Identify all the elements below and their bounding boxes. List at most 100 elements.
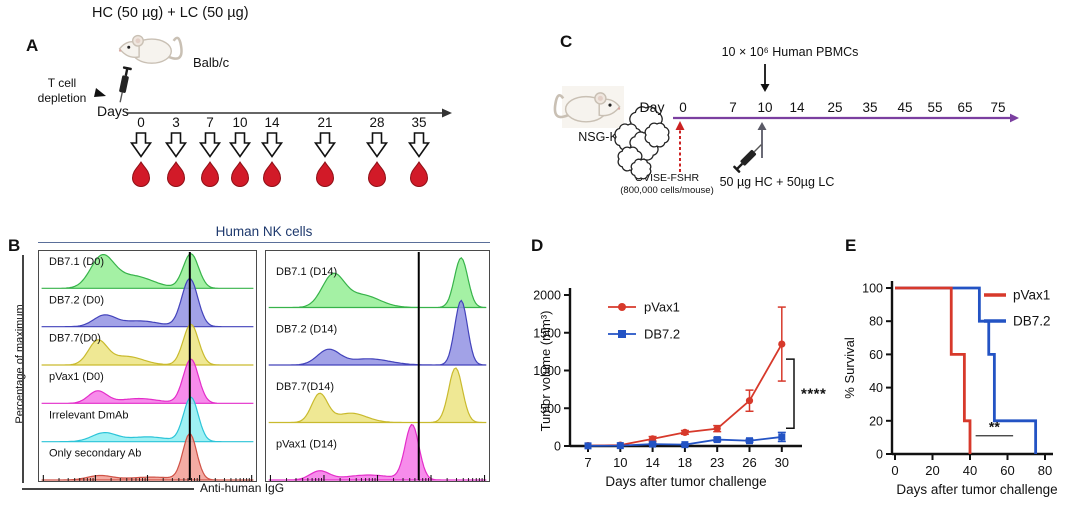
mouse-icon — [553, 92, 621, 123]
day-tick-label: 14 — [789, 100, 805, 115]
flow-histograms-day14: DB7.1 (D14) DB7.2 (D14) DB7.7(D14) pVax1 (D… — [265, 250, 490, 482]
histogram-row-label: DB7.1 (D14) — [276, 266, 337, 278]
y-axis-title: % Survival — [842, 337, 857, 399]
survival-chart: 0 20 40 60 80 100 0 20 40 60 80 Days after tumor ch… — [842, 281, 1058, 497]
panel-b-yaxis-line — [22, 255, 24, 483]
bleed-arrow-icon — [198, 132, 222, 158]
blood-drop-icon — [230, 161, 250, 187]
legend-label: pVax1 — [644, 300, 680, 315]
legend-label: pVax1 — [1013, 288, 1050, 303]
day-tick-label: 45 — [897, 100, 912, 115]
panel-b-label: B — [8, 236, 21, 255]
day-tick-label: 7 — [729, 100, 737, 115]
x-tick-label: 80 — [1038, 463, 1052, 478]
significance-stars: ** — [989, 419, 1000, 435]
histogram-curve — [268, 423, 487, 481]
histogram-row-label: DB7.7(D0) — [49, 333, 101, 345]
day-tick-label: 28 — [369, 115, 384, 130]
syringe-icon — [119, 66, 132, 103]
significance-stars: **** — [801, 386, 826, 403]
histogram-row-label: pVax1 (D14) — [276, 439, 337, 451]
histogram-curve — [41, 323, 254, 366]
x-tick-label: 7 — [584, 455, 591, 470]
x-tick-label: 10 — [613, 455, 627, 470]
histogram-row-label: DB7.2 (D0) — [49, 294, 104, 306]
days-axis-label: Days — [97, 103, 129, 119]
day-tick-label: 25 — [827, 100, 842, 115]
x-tick-label: 26 — [742, 455, 756, 470]
tumor-cells-icon — [614, 106, 670, 180]
histogram-curve — [41, 433, 254, 481]
histogram-curve — [268, 256, 487, 309]
panel-a-label: A — [26, 36, 39, 55]
histogram-row-label: pVax1 (D0) — [49, 371, 104, 383]
histogram-row-label: DB7.1 (D0) — [49, 256, 104, 268]
day-tick-label: 10 — [757, 100, 772, 115]
day-tick-label: 35 — [862, 100, 877, 115]
panel-a-timeline-graphic: 0 3 7 10 14 21 28 35 — [94, 34, 452, 187]
blood-drop-icon — [262, 161, 282, 187]
blood-drop-icon — [409, 161, 429, 187]
y-tick-label: 100 — [862, 282, 883, 296]
tumor-cells-note-line2: (800,000 cells/mouse) — [620, 185, 714, 196]
panel-b-xaxis-line — [22, 488, 194, 490]
t-cell-depletion-note: T cell depletion — [37, 76, 87, 105]
histogram-curve — [268, 299, 487, 366]
data-point — [616, 442, 624, 450]
y-tick-label: 2000 — [533, 289, 561, 303]
survival-curve — [895, 286, 1038, 454]
panel-d-label: D — [531, 236, 544, 255]
day-tick-label: 21 — [317, 115, 332, 130]
y-axis-title: Tumor volume (mm³) — [538, 311, 553, 432]
day-tick-label: 0 — [137, 115, 145, 130]
x-tick-label: 60 — [1000, 463, 1014, 478]
data-point — [584, 442, 592, 450]
bleed-arrow-icon — [260, 132, 284, 158]
y-tick-label: 500 — [540, 402, 561, 416]
significance-bracket — [786, 358, 795, 430]
data-point — [681, 428, 689, 437]
treatment-note: 50 µg HC + 50µg LC — [719, 175, 835, 189]
histogram-row-label: DB7.2 (D14) — [276, 324, 337, 336]
day-tick-label: 75 — [990, 100, 1005, 115]
pbmc-note: 10 × 10⁶ Human PBMCs — [721, 45, 859, 59]
histogram-curve — [41, 396, 254, 443]
data-point — [713, 425, 721, 433]
y-tick-label: 0 — [876, 448, 883, 462]
strain-balbc-label: Balb/c — [193, 55, 230, 70]
bleed-arrow-icon — [407, 132, 431, 158]
histogram-curve — [41, 253, 254, 289]
data-point — [778, 340, 786, 348]
x-tick-label: 18 — [678, 455, 692, 470]
x-tick-label: 0 — [891, 463, 898, 478]
legend-label: DB7.2 — [1013, 314, 1051, 329]
syringe-icon — [733, 144, 762, 173]
day-tick-label: 14 — [264, 115, 280, 130]
survival-curve — [895, 286, 972, 454]
bleed-arrow-icon — [129, 132, 153, 158]
x-tick-label: 20 — [925, 463, 939, 478]
panel-b-ylabel: Percentage of maximum — [14, 304, 26, 424]
y-tick-label: 1000 — [533, 364, 561, 378]
blood-drop-icon — [200, 161, 220, 187]
data-point — [745, 397, 754, 405]
x-tick-label: 30 — [775, 455, 789, 470]
day-tick-label: 65 — [957, 100, 972, 115]
day-tick-label: 10 — [232, 115, 247, 130]
y-tick-label: 20 — [869, 414, 883, 428]
blood-drop-icon — [131, 161, 151, 187]
legend-label: DB7.2 — [644, 327, 680, 342]
x-tick-label: 23 — [710, 455, 724, 470]
x-axis-title: Days after tumor challenge — [605, 474, 766, 489]
flow-histograms-day0: DB7.1 (D0) DB7.2 (D0) DB7.7(D0) pVax1 (D0) I… — [38, 250, 257, 482]
day-tick-label: 55 — [927, 100, 942, 115]
y-tick-label: 60 — [869, 348, 883, 362]
data-point — [649, 440, 657, 448]
day-tick-label: 3 — [172, 115, 180, 130]
histogram-row-label: Only secondary Ab — [49, 448, 141, 460]
histogram-curve — [41, 278, 254, 328]
bleed-arrow-icon — [365, 132, 389, 158]
histogram-row-label: Irrelevant DmAb — [49, 409, 128, 421]
y-tick-label: 0 — [554, 440, 561, 454]
